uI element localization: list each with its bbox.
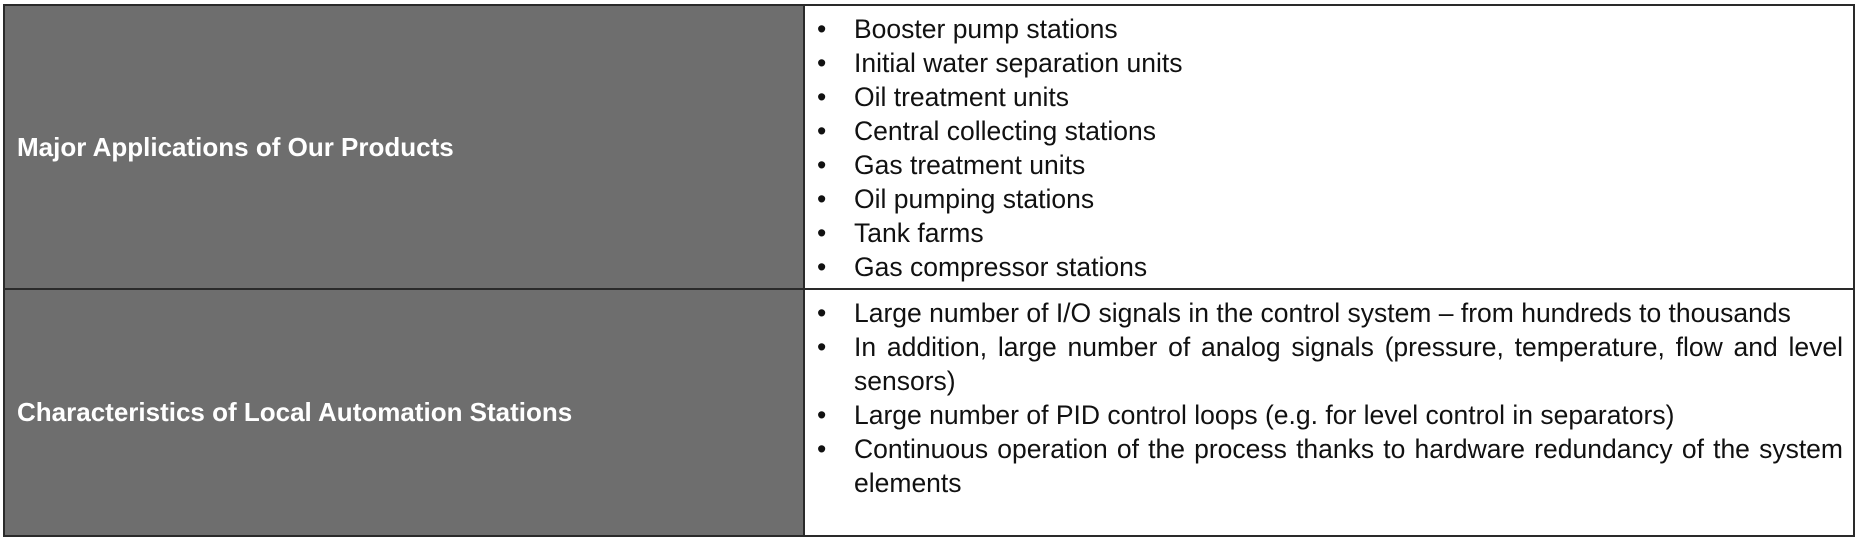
list-item: Oil treatment units [805,80,1843,114]
list-item: Large number of I/O signals in the contr… [805,296,1843,330]
list-item: In addition, large number of analog sign… [805,330,1843,398]
table-row-applications: Major Applications of Our Products Boost… [3,4,1855,290]
list-item: Central collecting stations [805,114,1843,148]
list-item: Gas compressor stations [805,250,1843,284]
list-item: Oil pumping stations [805,182,1843,216]
characteristics-cell: Large number of I/O signals in the contr… [803,288,1855,537]
list-item: Tank farms [805,216,1843,250]
list-item: Gas treatment units [805,148,1843,182]
list-item: Continuous operation of the process than… [805,432,1843,500]
list-item: Booster pump stations [805,12,1843,46]
applications-list: Booster pump stations Initial water sepa… [805,6,1853,288]
list-item: Large number of PID control loops (e.g. … [805,398,1843,432]
applications-cell: Booster pump stations Initial water sepa… [803,4,1855,290]
row-label-applications: Major Applications of Our Products [3,4,805,290]
row-label-characteristics: Characteristics of Local Automation Stat… [3,288,805,537]
table-row-characteristics: Characteristics of Local Automation Stat… [3,288,1855,537]
applications-table: Major Applications of Our Products Boost… [3,4,1855,537]
characteristics-list: Large number of I/O signals in the contr… [805,290,1853,504]
list-item: Initial water separation units [805,46,1843,80]
